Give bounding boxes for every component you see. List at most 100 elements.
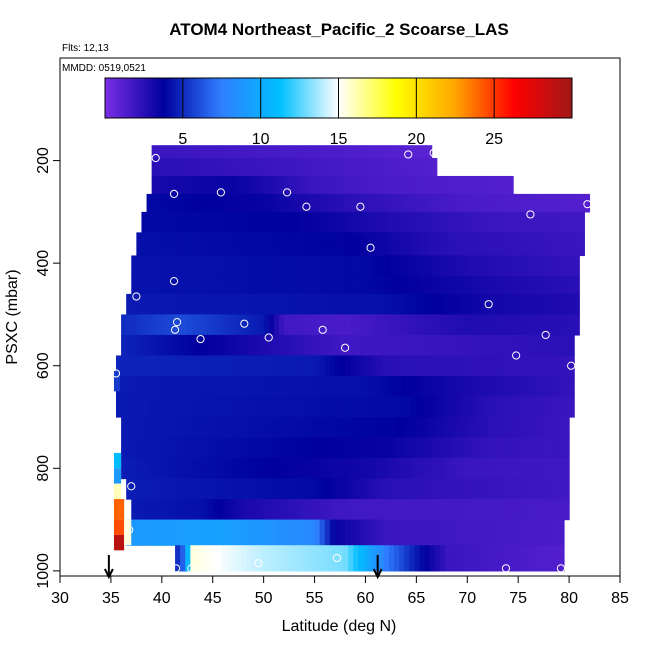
heatmap-cell	[222, 175, 229, 195]
heatmap-cell	[340, 175, 346, 195]
heatmap-cell	[314, 334, 321, 357]
heatmap-cell	[314, 417, 321, 439]
heatmap-cell	[502, 275, 509, 295]
heatmap-cell	[390, 417, 397, 439]
heatmap-cell	[421, 193, 428, 213]
heatmap-cell	[508, 334, 514, 357]
heatmap-cell	[558, 275, 565, 295]
heatmap-cell	[314, 255, 321, 277]
heatmap-cell	[212, 175, 219, 195]
heatmap-cell	[345, 211, 351, 233]
heatmap-cell	[406, 375, 412, 398]
heatmap-cell	[248, 232, 255, 257]
heatmap-cell	[263, 396, 270, 418]
heatmap-cell	[482, 255, 489, 277]
heatmap-cell	[431, 437, 438, 459]
heatmap-cell	[314, 232, 321, 257]
heatmap-cell	[396, 437, 402, 459]
heatmap-cell	[518, 499, 524, 521]
heatmap-cell	[553, 255, 560, 277]
heatmap-cell	[299, 478, 305, 500]
heatmap-cell	[192, 375, 199, 398]
heatmap-cell	[431, 458, 438, 480]
heatmap-cell	[446, 175, 453, 195]
heatmap-cell	[502, 232, 509, 257]
heatmap-cell	[508, 211, 514, 233]
heatmap-cell	[207, 158, 214, 177]
heatmap-cell	[146, 458, 153, 480]
heatmap-cell	[508, 478, 514, 500]
heatmap-cell	[248, 519, 255, 546]
heatmap-cell	[558, 437, 565, 459]
heatmap-cell	[472, 232, 479, 257]
heatmap-cell	[513, 355, 519, 377]
heatmap-cell	[116, 355, 122, 377]
heatmap-cell	[202, 158, 209, 177]
heatmap-cell	[497, 275, 504, 295]
heatmap-cell	[513, 499, 519, 521]
heatmap-cell	[411, 396, 417, 418]
heatmap-cell	[558, 293, 565, 316]
heatmap-cell	[258, 375, 265, 398]
heatmap-cell	[258, 437, 265, 459]
heatmap-cell	[187, 499, 193, 521]
heatmap-cell	[263, 478, 270, 500]
heatmap-cell	[446, 255, 453, 277]
heatmap-cell	[528, 255, 535, 277]
heatmap-cell	[523, 458, 529, 480]
heatmap-cell	[177, 193, 183, 213]
heatmap-cell	[243, 499, 249, 521]
heatmap-cell	[355, 193, 361, 213]
heatmap-cell	[329, 145, 336, 159]
heatmap-cell	[161, 193, 168, 213]
heatmap-cell	[472, 355, 479, 377]
heatmap-cell	[477, 255, 484, 277]
heatmap-cell	[258, 275, 265, 295]
heatmap-cell	[166, 145, 173, 159]
heatmap-cell	[177, 145, 183, 159]
heatmap-cell	[558, 417, 565, 439]
heatmap-cell	[404, 545, 410, 572]
heatmap-cell	[233, 232, 239, 257]
heatmap-cell	[131, 255, 137, 277]
heatmap-cell	[477, 314, 484, 336]
heatmap-cell	[441, 396, 448, 418]
heatmap-cell	[248, 355, 255, 377]
heatmap-cell	[166, 158, 173, 177]
heatmap-cell	[309, 232, 316, 257]
heatmap-cell	[431, 314, 438, 336]
heatmap-cell	[446, 334, 453, 357]
heatmap-cell	[569, 193, 575, 213]
heatmap-cell	[289, 355, 295, 377]
heatmap-cell	[340, 499, 346, 521]
heatmap-cell	[492, 355, 499, 377]
heatmap-cell	[126, 293, 132, 316]
y-tick-label: 400	[35, 250, 52, 277]
sample-point	[240, 319, 249, 328]
heatmap-cell	[212, 232, 219, 257]
heatmap-cell	[340, 255, 346, 277]
heatmap-cell	[141, 211, 148, 233]
heatmap-cell	[231, 545, 237, 572]
heatmap-cell	[487, 275, 494, 295]
heatmap-cell	[375, 275, 382, 295]
heatmap-cell	[161, 519, 168, 546]
heatmap-cell	[462, 175, 468, 195]
heatmap-cell	[297, 545, 303, 572]
heatmap-cell	[319, 396, 326, 418]
heatmap-cell	[202, 478, 209, 500]
heatmap-cell	[426, 519, 433, 546]
heatmap-cell	[243, 175, 249, 195]
heatmap-cell	[166, 499, 173, 521]
heatmap-cell	[526, 545, 533, 572]
heatmap-cell	[431, 417, 438, 439]
heatmap-cell	[523, 232, 529, 257]
heatmap-cell	[263, 232, 270, 257]
heatmap-cell	[263, 519, 270, 546]
heatmap-cell	[441, 334, 448, 357]
heatmap-cell	[299, 499, 305, 521]
heatmap-cell	[380, 519, 387, 546]
heatmap-cell	[248, 437, 255, 459]
heatmap-cell	[485, 545, 492, 572]
heatmap-cell	[462, 478, 468, 500]
